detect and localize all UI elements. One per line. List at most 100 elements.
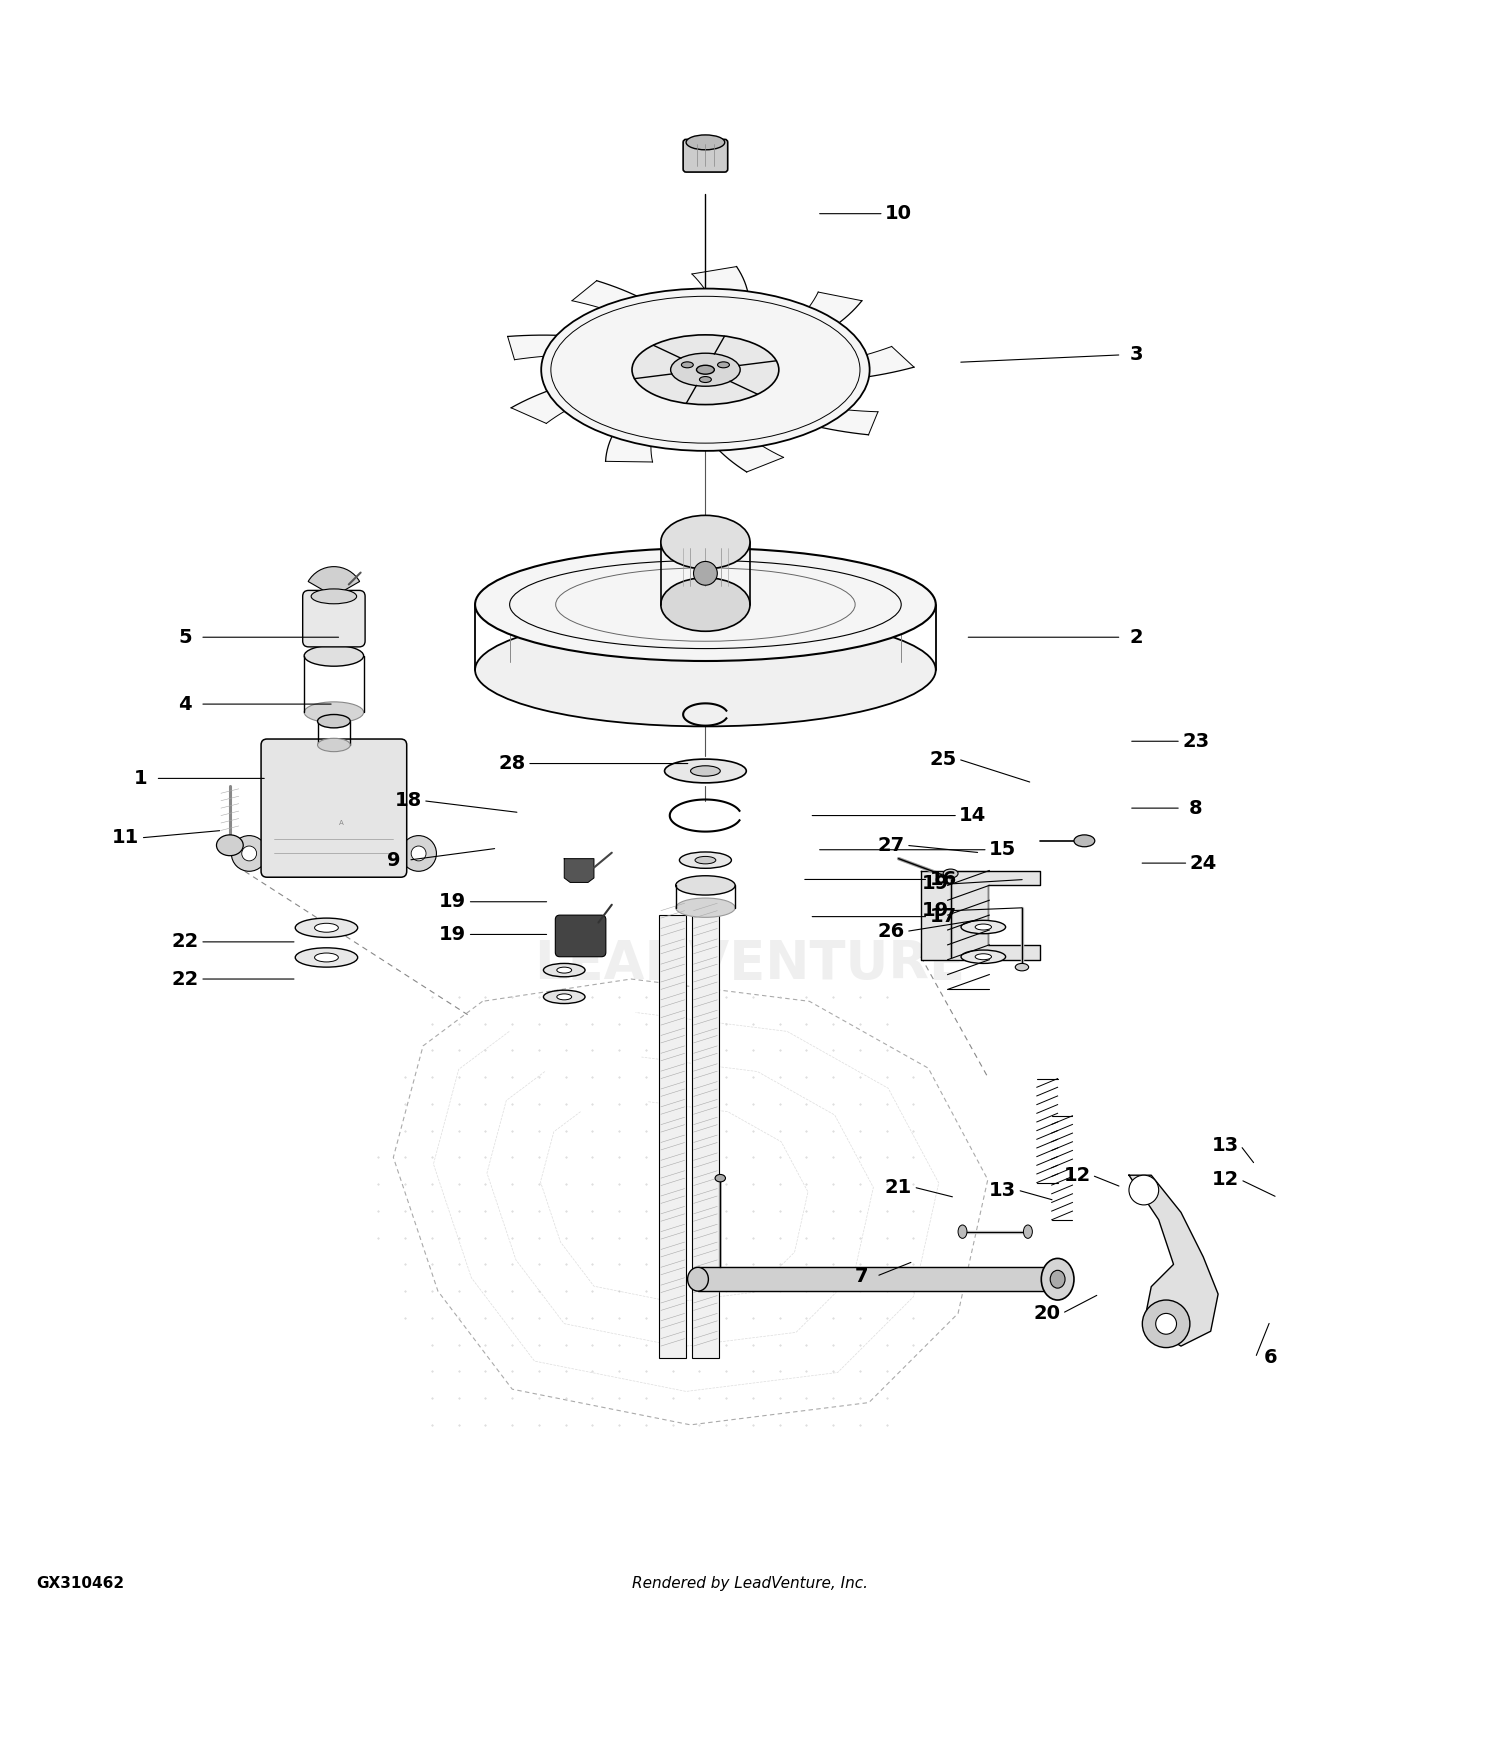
FancyBboxPatch shape [682,140,728,172]
Text: 1: 1 [134,768,147,788]
Ellipse shape [1016,964,1029,971]
Ellipse shape [958,1225,968,1239]
Ellipse shape [962,950,1005,964]
Ellipse shape [318,714,350,728]
Ellipse shape [315,924,339,933]
Ellipse shape [304,702,363,723]
Ellipse shape [632,334,778,404]
Text: 10: 10 [885,205,912,224]
Ellipse shape [216,835,243,856]
Text: 19: 19 [922,901,950,920]
Text: 19: 19 [440,892,466,912]
Ellipse shape [318,738,350,752]
Ellipse shape [556,994,572,999]
Text: 25: 25 [930,749,957,768]
Text: 27: 27 [878,836,904,854]
Ellipse shape [296,919,357,938]
Circle shape [1130,1176,1158,1206]
Ellipse shape [664,760,747,782]
Text: 5: 5 [178,628,192,648]
Circle shape [231,835,267,872]
Text: 20: 20 [1034,1304,1060,1323]
Text: LEADVENTURE: LEADVENTURE [534,938,966,990]
Text: 12: 12 [1064,1166,1090,1185]
Circle shape [400,835,436,872]
Ellipse shape [962,920,1005,934]
Text: 19: 19 [922,875,950,894]
Text: 22: 22 [171,970,200,989]
FancyBboxPatch shape [692,915,718,1358]
Ellipse shape [975,954,992,959]
Polygon shape [507,334,658,360]
FancyBboxPatch shape [555,915,606,957]
Text: 15: 15 [988,840,1017,859]
Text: 26: 26 [878,922,904,942]
Text: 17: 17 [930,906,957,926]
Polygon shape [696,396,783,472]
Ellipse shape [686,135,724,150]
Ellipse shape [1050,1270,1065,1288]
Ellipse shape [687,1267,708,1292]
FancyBboxPatch shape [261,738,407,877]
Text: 22: 22 [171,933,200,952]
Ellipse shape [543,964,585,977]
Ellipse shape [944,870,958,878]
Text: 13: 13 [1212,1136,1239,1155]
Ellipse shape [975,924,992,929]
Text: 23: 23 [1182,732,1209,751]
Text: 14: 14 [960,807,987,824]
Text: Rendered by LeadVenture, Inc.: Rendered by LeadVenture, Inc. [632,1577,868,1591]
Polygon shape [756,346,914,382]
FancyBboxPatch shape [303,590,364,648]
Ellipse shape [680,852,732,868]
Ellipse shape [690,766,720,777]
Text: GX310462: GX310462 [36,1577,124,1591]
Ellipse shape [675,875,735,894]
Polygon shape [742,387,878,434]
Polygon shape [512,371,656,424]
Wedge shape [308,567,360,597]
Ellipse shape [1041,1258,1074,1300]
Polygon shape [747,292,862,355]
Circle shape [242,845,256,861]
Polygon shape [1130,1176,1218,1346]
Ellipse shape [670,354,740,387]
Text: 12: 12 [1212,1171,1239,1190]
Ellipse shape [717,362,729,368]
Text: 6: 6 [1263,1349,1276,1367]
Text: 9: 9 [387,850,400,870]
FancyBboxPatch shape [660,915,686,1358]
Ellipse shape [681,362,693,368]
Ellipse shape [542,289,870,452]
Circle shape [693,562,717,584]
Ellipse shape [315,954,339,963]
Circle shape [411,845,426,861]
Text: A: A [339,821,344,826]
Text: 11: 11 [112,828,140,847]
Ellipse shape [662,514,750,569]
Ellipse shape [543,990,585,1003]
Text: 28: 28 [498,754,526,774]
Ellipse shape [310,590,357,604]
Ellipse shape [675,898,735,917]
Ellipse shape [556,968,572,973]
Ellipse shape [476,548,936,662]
Text: 21: 21 [885,1178,912,1197]
Text: 7: 7 [855,1267,868,1286]
Ellipse shape [476,614,936,726]
Text: 4: 4 [178,695,192,714]
Text: 2: 2 [1130,628,1143,648]
Ellipse shape [662,578,750,632]
Ellipse shape [696,366,714,374]
Polygon shape [572,280,690,346]
Ellipse shape [716,1174,726,1181]
Text: 19: 19 [440,926,466,943]
Polygon shape [692,266,748,345]
Polygon shape [564,859,594,882]
Ellipse shape [296,949,357,968]
Ellipse shape [694,856,715,864]
Ellipse shape [1023,1225,1032,1239]
Ellipse shape [1074,835,1095,847]
Text: 18: 18 [394,791,422,810]
Text: 16: 16 [930,870,957,889]
